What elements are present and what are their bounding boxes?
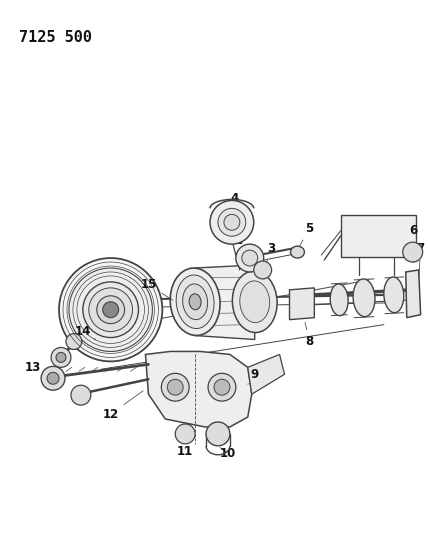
Circle shape — [69, 268, 152, 351]
Text: 11: 11 — [177, 445, 193, 458]
Circle shape — [41, 366, 65, 390]
Circle shape — [66, 334, 82, 350]
Text: 14: 14 — [74, 325, 96, 340]
Text: 7: 7 — [416, 241, 425, 277]
Text: 12: 12 — [103, 391, 143, 421]
Circle shape — [208, 373, 236, 401]
Circle shape — [175, 424, 195, 444]
Circle shape — [224, 214, 240, 230]
Circle shape — [89, 288, 133, 332]
Circle shape — [59, 258, 162, 361]
Text: 10: 10 — [220, 447, 236, 461]
Ellipse shape — [232, 271, 277, 333]
Polygon shape — [248, 354, 285, 394]
Ellipse shape — [353, 279, 375, 317]
Text: 2: 2 — [234, 233, 247, 256]
Circle shape — [254, 261, 272, 279]
Circle shape — [206, 422, 230, 446]
Circle shape — [47, 373, 59, 384]
Text: 9: 9 — [248, 368, 259, 384]
Circle shape — [71, 385, 91, 405]
Text: 6: 6 — [410, 224, 418, 249]
Circle shape — [83, 282, 139, 337]
Circle shape — [161, 373, 189, 401]
Polygon shape — [289, 288, 314, 320]
Text: 13: 13 — [25, 361, 51, 377]
Ellipse shape — [170, 268, 220, 335]
Circle shape — [214, 379, 230, 395]
Text: 5: 5 — [299, 222, 313, 248]
Polygon shape — [146, 351, 252, 427]
Ellipse shape — [183, 284, 208, 320]
Text: 7125 500: 7125 500 — [19, 29, 92, 45]
Circle shape — [97, 296, 125, 324]
Circle shape — [167, 379, 183, 395]
Circle shape — [51, 348, 71, 367]
Polygon shape — [406, 270, 421, 318]
Text: 15: 15 — [140, 278, 173, 300]
Ellipse shape — [240, 281, 270, 322]
Text: 1: 1 — [244, 248, 252, 272]
Text: 3: 3 — [266, 241, 276, 265]
Ellipse shape — [384, 277, 404, 313]
Ellipse shape — [291, 246, 304, 258]
Circle shape — [403, 242, 422, 262]
Circle shape — [236, 244, 264, 272]
Ellipse shape — [176, 275, 214, 328]
Circle shape — [103, 302, 119, 318]
Ellipse shape — [330, 284, 348, 316]
Bar — [341, 215, 416, 257]
Polygon shape — [195, 265, 255, 340]
Circle shape — [56, 352, 66, 362]
Circle shape — [210, 200, 254, 244]
Text: 4: 4 — [231, 192, 239, 213]
Circle shape — [218, 208, 246, 236]
Ellipse shape — [189, 294, 201, 310]
Text: 8: 8 — [305, 322, 313, 348]
Circle shape — [242, 250, 258, 266]
